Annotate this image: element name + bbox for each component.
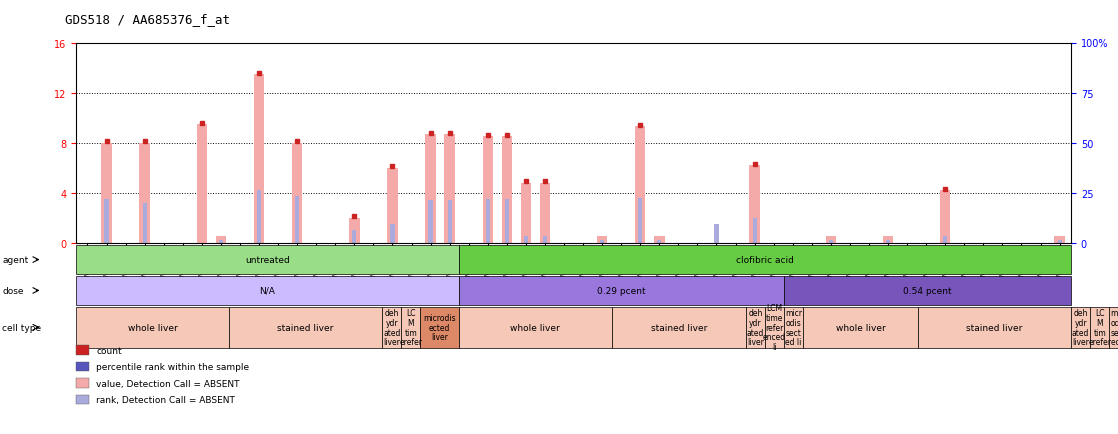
Bar (387, 168, 398, 243)
Bar (883, 237, 893, 243)
Bar (254, 75, 264, 243)
Bar (944, 237, 947, 243)
Text: LC
M
tim
erefer: LC M tim erefer (399, 309, 423, 346)
Bar (502, 137, 512, 243)
Bar (749, 166, 760, 243)
Text: agent: agent (2, 256, 28, 264)
Bar (825, 237, 836, 243)
Text: value, Detection Call = ABSENT: value, Detection Call = ABSENT (96, 379, 239, 388)
Text: micr
odis
sect
ed li: micr odis sect ed li (785, 309, 802, 346)
Text: percentile rank within the sample: percentile rank within the sample (96, 362, 249, 371)
Bar (828, 240, 833, 243)
Text: untreated: untreated (245, 256, 290, 264)
Bar (102, 143, 112, 243)
Bar (292, 143, 302, 243)
Text: GDS518 / AA685376_f_at: GDS518 / AA685376_f_at (65, 13, 230, 26)
Bar (483, 137, 493, 243)
Bar (635, 127, 645, 243)
Text: microdis
ected
liver: microdis ected liver (424, 313, 456, 342)
Text: whole liver: whole liver (511, 323, 560, 332)
Bar (714, 224, 719, 243)
Bar (540, 183, 550, 243)
Bar (597, 237, 607, 243)
Bar (1054, 237, 1064, 243)
Bar (349, 218, 360, 243)
Bar (143, 203, 146, 243)
Text: N/A: N/A (259, 286, 275, 295)
Bar (654, 237, 664, 243)
Text: rank, Detection Call = ABSENT: rank, Detection Call = ABSENT (96, 395, 235, 404)
Bar (219, 240, 222, 243)
Text: 0.29 pcent: 0.29 pcent (597, 286, 646, 295)
Bar (657, 240, 662, 243)
Bar (104, 199, 108, 243)
Bar (1058, 240, 1062, 243)
Bar (140, 143, 150, 243)
Bar (197, 125, 207, 243)
Text: micr
odis
sect
ed li: micr odis sect ed li (1110, 309, 1118, 346)
Text: deh
ydr
ated
liver: deh ydr ated liver (747, 309, 764, 346)
Bar (216, 237, 226, 243)
Text: count: count (96, 346, 122, 355)
Text: LCM
time
refer
enced
li: LCM time refer enced li (762, 304, 786, 351)
Bar (425, 135, 436, 243)
Text: deh
ydr
ated
liver: deh ydr ated liver (383, 309, 400, 346)
Bar (390, 224, 395, 243)
Bar (885, 240, 890, 243)
Bar (523, 237, 528, 243)
Bar (638, 198, 643, 243)
Text: stained liver: stained liver (277, 323, 334, 332)
Text: clofibric acid: clofibric acid (736, 256, 794, 264)
Text: 0.54 pcent: 0.54 pcent (903, 286, 951, 295)
Text: whole liver: whole liver (835, 323, 885, 332)
Bar (444, 135, 455, 243)
Text: LC
M
tim
erefer: LC M tim erefer (1088, 309, 1111, 346)
Text: cell type: cell type (2, 323, 41, 332)
Bar (752, 218, 757, 243)
Bar (504, 199, 509, 243)
Text: stained liver: stained liver (651, 323, 707, 332)
Bar (521, 183, 531, 243)
Text: deh
ydr
ated
liver: deh ydr ated liver (1072, 309, 1089, 346)
Bar (600, 240, 604, 243)
Text: stained liver: stained liver (966, 323, 1023, 332)
Bar (940, 191, 950, 243)
Bar (257, 191, 262, 243)
Bar (485, 199, 490, 243)
Bar (428, 201, 433, 243)
Text: dose: dose (2, 286, 23, 295)
Text: whole liver: whole liver (127, 323, 178, 332)
Bar (447, 201, 452, 243)
Bar (543, 237, 547, 243)
Bar (295, 197, 300, 243)
Bar (352, 230, 357, 243)
